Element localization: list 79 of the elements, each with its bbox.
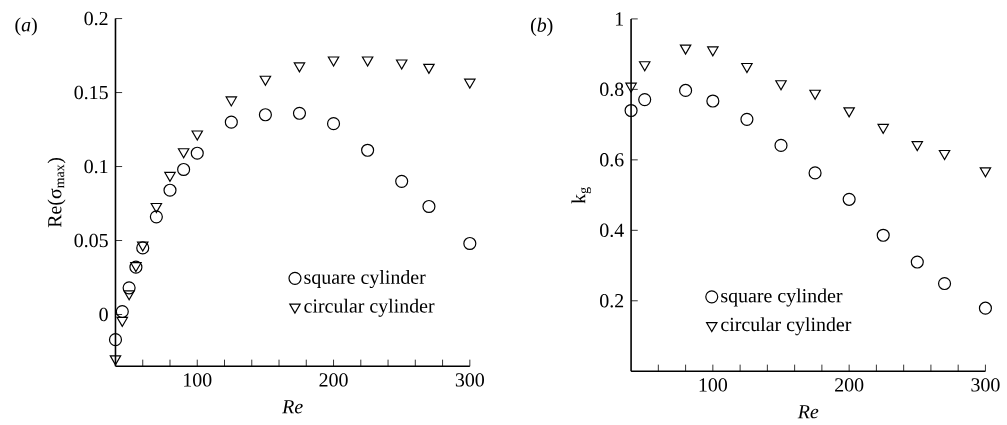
point xyxy=(292,106,307,120)
chart-title: (b) xyxy=(530,17,553,36)
point xyxy=(775,80,787,91)
point xyxy=(116,316,129,327)
x-tick-label: 100 xyxy=(699,378,728,392)
point xyxy=(123,290,135,301)
y-tick-label: 0.6 xyxy=(600,153,624,167)
point xyxy=(259,75,272,86)
point xyxy=(638,61,651,72)
point xyxy=(293,62,306,73)
point xyxy=(808,166,822,180)
point xyxy=(361,143,375,157)
point xyxy=(877,123,889,134)
point xyxy=(177,162,191,177)
legend-label: square cylinder xyxy=(721,288,843,307)
x-tick-label: 200 xyxy=(835,378,864,392)
point xyxy=(108,333,123,347)
point xyxy=(464,78,476,89)
y-tick-label: 0.8 xyxy=(600,82,624,97)
point xyxy=(258,108,272,122)
y-tick-label: 0.1 xyxy=(84,159,108,174)
point xyxy=(876,228,890,242)
x-axis-title: Re xyxy=(797,405,819,419)
y-tick-label: 0 xyxy=(99,307,108,322)
point xyxy=(638,93,652,107)
point xyxy=(149,210,163,224)
point xyxy=(937,276,952,291)
point xyxy=(191,130,204,141)
y-axis-title: Re(σ$_{max}$) xyxy=(47,157,66,228)
y-tick-label: 0.4 xyxy=(600,223,624,238)
y-tick-label: 0.2 xyxy=(600,294,624,308)
point xyxy=(225,96,238,107)
y-tick-label: 1 xyxy=(615,12,623,26)
x-axis-title: Re xyxy=(282,400,303,414)
point xyxy=(326,117,341,131)
point xyxy=(938,149,951,161)
y-tick-label: 0.2 xyxy=(84,11,108,26)
point xyxy=(224,115,238,129)
point xyxy=(706,94,720,108)
point xyxy=(774,138,788,152)
point xyxy=(978,301,992,315)
point xyxy=(910,255,924,269)
point xyxy=(361,56,374,67)
point xyxy=(150,202,163,214)
point xyxy=(395,174,409,188)
point xyxy=(809,89,821,100)
point xyxy=(624,103,638,118)
point xyxy=(163,183,177,197)
point xyxy=(177,148,190,159)
point xyxy=(740,112,754,126)
point xyxy=(979,167,992,178)
y-tick-label: 0.05 xyxy=(74,233,108,248)
point xyxy=(842,192,856,206)
point xyxy=(327,56,340,67)
x-tick-label: 100 xyxy=(184,373,212,387)
point xyxy=(911,141,924,152)
point xyxy=(122,281,136,295)
x-tick-label: 200 xyxy=(319,373,348,387)
x-tick-label: 300 xyxy=(971,378,1000,392)
point xyxy=(395,59,408,70)
point xyxy=(422,199,436,214)
x-tick-label: 300 xyxy=(455,373,485,387)
point xyxy=(679,44,692,55)
point xyxy=(423,63,435,74)
point xyxy=(679,83,693,98)
point xyxy=(625,82,637,93)
point xyxy=(190,146,204,160)
legend-label: square cylinder xyxy=(304,269,426,289)
point xyxy=(115,304,129,319)
y-tick-label: 0.15 xyxy=(74,85,108,100)
legend-label: circular cylinder xyxy=(304,298,435,317)
point xyxy=(164,171,176,182)
point xyxy=(463,236,477,251)
point xyxy=(741,62,753,74)
legend-label: circular cylinder xyxy=(721,317,852,336)
y-axis-title: k$_{g}$ xyxy=(571,187,592,204)
point xyxy=(707,46,719,57)
point xyxy=(843,107,855,118)
chart-title: (a) xyxy=(15,17,37,36)
